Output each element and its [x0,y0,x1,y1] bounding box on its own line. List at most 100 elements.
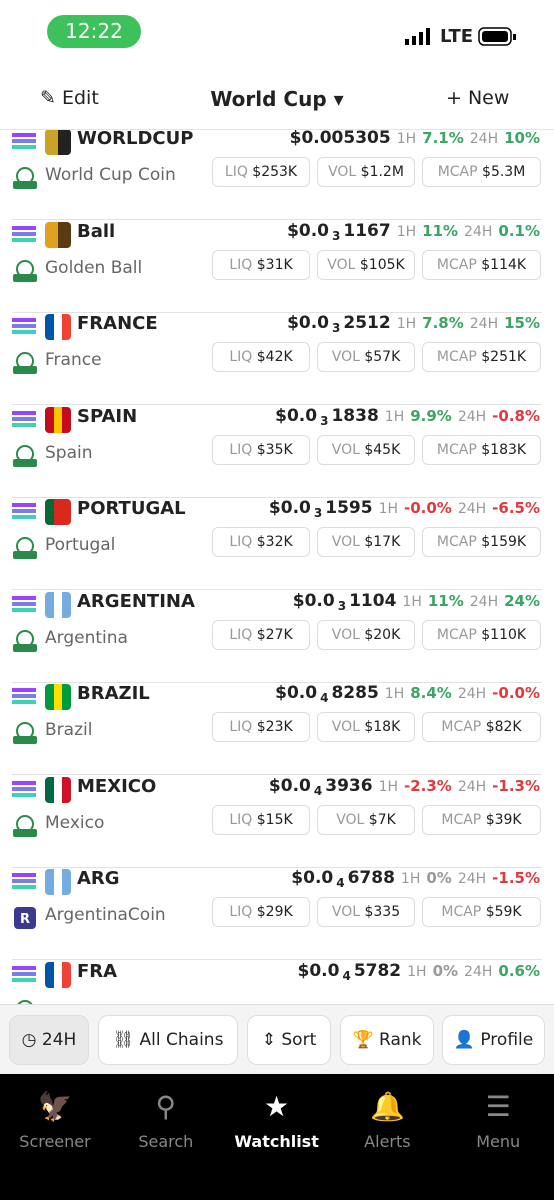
token-name: France [45,350,102,370]
token-logo [45,591,71,618]
edit-button[interactable]: ✎ Edit [40,87,99,109]
mcap-box: MCAP $110K [422,619,541,650]
liq-value: $32K [256,534,293,550]
label-24h: 24H [457,408,487,425]
price-tail: 8285 [331,683,379,703]
vol-value: $20K [364,626,401,643]
token-row[interactable]: Ball Golden Ball $0.0 3 1167 1H 11% 24H 0.1% LIQ … [0,221,554,313]
token-row[interactable]: FRANCE France $0.0 3 2512 1H 7.8% 24H 15% LIQ $42… [0,313,554,405]
filter-button[interactable]: 👤 Profile [442,1015,545,1065]
token-list: WORLDCUP World Cup Coin $0.005305 1H 7.1% 24H… [0,130,554,1004]
liq-value: $27K [256,626,293,643]
token-logo [45,221,71,248]
price: $0.0 3 1595 [269,498,373,520]
mcap-box: MCAP $114K [422,249,541,280]
filter-label: Sort [281,1030,317,1050]
label-1h: 1H [384,408,405,425]
chain-icon [12,687,36,705]
mcap-value: $39K [485,811,522,828]
token-logo [45,406,71,433]
price-line: $0.0 4 5782 1H 0% 24H 0.6% [298,961,541,983]
price-zeros: 4 [336,876,345,891]
new-button[interactable]: + New [446,87,510,109]
liq-label: LIQ [229,811,253,828]
price-zeros: 4 [320,691,329,706]
filter-button[interactable]: ⇕ Sort [247,1015,331,1065]
nav-icon[interactable]: ⚲ [155,1090,177,1123]
mcap-label: MCAP [436,256,477,273]
label-1h: 1H [402,593,422,610]
header: ✎ Edit World Cup ▾ + New [0,75,554,130]
bottom-nav: 🦅 Screener ⚲ Search ★ Watchlist 🔔 Alerts ☰ Menu [0,1074,554,1200]
token-row[interactable]: ARGENTINA Argentina $0.0 3 1104 1H 11% 24H 24% LI… [0,591,554,683]
token-row[interactable]: BRAZIL Brazil $0.0 4 8285 1H 8.4% 24H -0.0% LIQ $… [0,683,554,775]
nav-icon[interactable]: ★ [264,1090,290,1123]
price-zeros: 3 [320,413,329,428]
token-name: Portugal [45,535,116,555]
filter-button[interactable]: 🏆 Rank [340,1015,434,1065]
nav-label[interactable]: Search [138,1132,194,1151]
token-row[interactable]: WORLDCUP World Cup Coin $0.005305 1H 7.1% 24H… [0,130,554,220]
token-name: World Cup Coin [45,165,176,185]
label-24h: 24H [469,316,499,332]
nav-icon[interactable]: ☰ [485,1090,511,1123]
token-name: Mexico [45,812,105,833]
nav-icon[interactable]: 🔔 [369,1090,405,1123]
token-name: Spain [45,442,93,463]
dex-icon [12,536,38,560]
token-row[interactable]: PORTUGAL Portugal $0.0 3 1595 1H -0.0% 24H -6.5%… [0,498,554,590]
mcap-label: MCAP [436,349,477,365]
price-line: $0.0 4 3936 1H -2.3% 24H -1.3% [269,776,540,798]
token-logo [45,499,71,525]
change-24h: 0.6% [498,961,540,980]
price-main: $0.0 [275,683,318,703]
label-1h: 1H [378,778,398,795]
label-24h: 24H [457,501,487,517]
token-row[interactable]: SPAIN Spain $0.0 3 1838 1H 9.9% 24H -0.8% LIQ $35… [0,406,554,498]
filter-bar: ◷ 24H ⛓ All Chains ⇕ Sort 🏆 Rank 👤 Profile [0,1004,554,1074]
nav-label[interactable]: Screener [19,1132,91,1151]
price-line: $0.0 3 1167 1H 11% 24H 0.1% [287,221,540,243]
vol-value: $57K [364,349,401,365]
liq-value: $29K [256,904,293,920]
label-1h: 1H [378,501,398,517]
chain-icon [12,132,36,150]
filter-button[interactable]: ◷ 24H [9,1015,89,1065]
liq-box: LIQ $31K [212,249,310,280]
mcap-label: MCAP [441,904,482,920]
row-separator [12,774,542,775]
signal-icon [405,28,430,45]
vol-value: $105K [359,256,405,273]
token-row[interactable]: MEXICO Mexico $0.0 4 3936 1H -2.3% 24H -1.3% LIQ … [0,776,554,868]
price: $0.0 4 6788 [291,868,395,890]
liq-label: LIQ [229,719,253,735]
token-name: Golden Ball [45,257,143,278]
nav-label[interactable]: Alerts [364,1132,411,1151]
watchlist-title[interactable]: World Cup ▾ [210,87,344,111]
change-24h: -0.8% [492,406,540,425]
token-symbol: FRANCE [77,313,158,334]
chain-icon [12,595,36,613]
vol-box: VOL $57K [317,342,415,372]
price-line: $0.0 3 1838 1H 9.9% 24H -0.8% [275,406,540,428]
nav-label[interactable]: Watchlist [234,1132,319,1151]
token-row[interactable]: R ARG ArgentinaCoin $0.0 4 6788 1H 0% 24H -1.5% LI… [0,868,554,960]
liq-box: LIQ $15K [212,804,310,835]
filter-button[interactable]: ⛓ All Chains [98,1015,238,1065]
token-logo [45,130,71,155]
token-symbol: Ball [77,220,116,242]
label-24h: 24H [469,593,499,610]
label-24h: 24H [457,871,487,887]
vol-label: VOL [331,719,360,735]
vol-box: VOL $17K [317,527,415,557]
liq-label: LIQ [229,626,253,643]
price-zeros: 3 [332,228,341,243]
row-separator [12,959,542,960]
price-tail: 6788 [347,868,395,888]
nav-icon[interactable]: 🦅 [37,1090,73,1123]
liq-value: $31K [256,256,293,273]
change-1h: -0.0% [404,499,452,517]
price-line: $0.0 3 1104 1H 11% 24H 24% [293,591,540,613]
nav-label[interactable]: Menu [476,1132,521,1151]
